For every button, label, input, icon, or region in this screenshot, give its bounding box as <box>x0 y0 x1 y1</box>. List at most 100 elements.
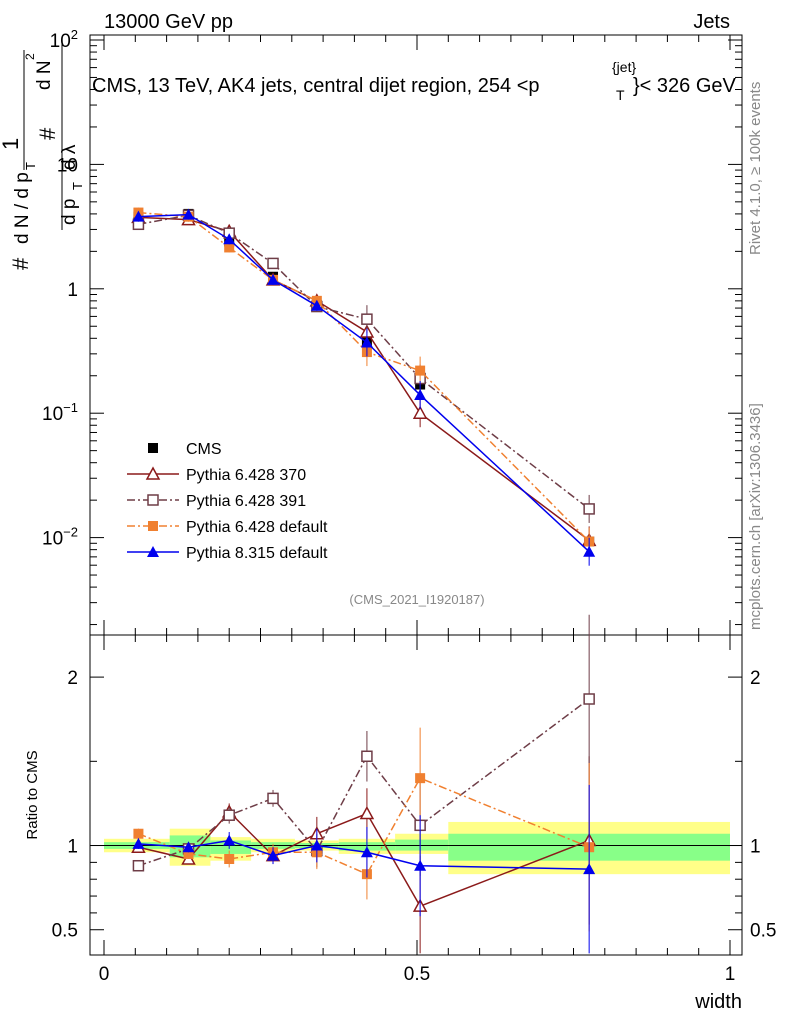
ratio-point-2-0 <box>133 828 144 839</box>
main-line-2 <box>138 214 590 510</box>
x-tick-label-0: 0 <box>99 964 110 985</box>
main-y-tick-label-1: 10−1 <box>42 400 78 425</box>
x-tick-label-2: 1 <box>725 964 736 985</box>
main-point-4-3 <box>267 273 280 285</box>
main-point-2-3 <box>267 257 279 270</box>
ratio-y-ticks: 0.5 0.5 1 1 2 2 <box>52 668 777 942</box>
ratio-point-3-3 <box>267 849 280 861</box>
main-point-4-4 <box>310 299 323 311</box>
x-ticks: 0 0.5 1 <box>99 35 736 985</box>
legend-marker-0 <box>148 443 158 453</box>
ratio-line-3 <box>138 839 590 870</box>
legend-item-0: CMS <box>148 441 222 458</box>
legend-item-2: Pythia 6.428 391 <box>127 493 306 510</box>
legend: CMS Pythia 6.428 370 Pythia 6.428 391 Pythi… <box>127 441 328 562</box>
main-point-4-2 <box>223 233 236 245</box>
plot-title: CMS, 13 TeV, AK4 jets, central dijet reg… <box>92 59 737 103</box>
ratio-y-axis-label: Ratio to CMS <box>24 750 41 839</box>
main-line-3 <box>138 211 590 543</box>
main-series-4 <box>132 208 596 566</box>
main-point-1-6 <box>412 405 428 419</box>
ratio-line-1 <box>138 698 590 867</box>
ratio-point-3-5 <box>360 846 373 858</box>
ratio-point-1-7 <box>583 693 595 705</box>
main-y-axis-label: # d N / d p T 1 d p T d λ # d N 2 <box>0 40 85 270</box>
legend-marker-2 <box>147 494 159 506</box>
legend-item-4: Pythia 8.315 default <box>127 545 328 562</box>
x-tick-label-1: 0.5 <box>404 964 430 985</box>
main-point-2-7 <box>583 503 595 515</box>
main-series <box>131 207 597 566</box>
svg-text:#: # <box>8 257 33 270</box>
ratio-series <box>131 614 597 954</box>
ratio-y-tick-label-2: 2 <box>67 668 78 689</box>
ratio-y-tick-label-r-2: 2 <box>750 668 761 689</box>
ratio-point-2-6 <box>415 773 426 784</box>
main-point-4-5 <box>360 336 373 348</box>
ratio-point-3-7 <box>583 863 596 875</box>
main-y-ticks: 10−2 10−1 1 10 102 <box>42 27 742 626</box>
ratio-y-tick-label-r-1: 1 <box>750 837 761 858</box>
svg-text:T: T <box>70 182 85 190</box>
mcplots-label: mcplots.cern.ch [arXiv:1306.3436] <box>747 403 764 630</box>
legend-label-3: Pythia 6.428 default <box>186 519 328 536</box>
rivet-label: Rivet 4.1.0, ≥ 100k events <box>747 82 764 255</box>
ratio-y-tick-label-1: 1 <box>67 837 78 858</box>
ratio-line-2 <box>138 777 590 876</box>
ratio-point-3-6 <box>414 859 427 871</box>
analysis-watermark: (CMS_2021_I1920187) <box>349 592 484 607</box>
legend-marker-4 <box>147 546 159 557</box>
svg-text:2: 2 <box>23 53 37 60</box>
ratio-point-3-1 <box>182 841 195 853</box>
main-y-tick-label-2: 1 <box>67 280 78 301</box>
legend-label-0: CMS <box>186 441 222 458</box>
ratio-point-1-0 <box>132 859 145 872</box>
ratio-point-3-4 <box>310 839 323 851</box>
svg-text:d N: d N <box>34 60 55 90</box>
main-point-4-1 <box>182 208 195 220</box>
ratio-point-2-1 <box>183 848 194 859</box>
ratio-point-1-2 <box>223 809 235 821</box>
plot-title-end: }< 326 GeV <box>633 75 737 97</box>
main-y-tick-label-4: 102 <box>50 27 78 52</box>
svg-text:d p: d p <box>59 199 80 225</box>
legend-marker-3 <box>148 521 158 531</box>
legend-marker-1 <box>145 466 161 480</box>
process-label: Jets <box>693 11 730 33</box>
ratio-line-0 <box>138 810 590 908</box>
main-line-4 <box>138 213 590 553</box>
ratio-point-2-2 <box>224 854 235 864</box>
ratio-y-tick-label-0: 0.5 <box>52 921 78 942</box>
x-axis-label: width <box>694 991 742 1013</box>
main-point-3-6 <box>415 365 426 376</box>
ratio-point-1-3 <box>267 792 279 805</box>
legend-label-4: Pythia 8.315 default <box>186 545 328 562</box>
main-y-tick-label-3: 10 <box>57 155 78 176</box>
ratio-plot-frame <box>89 634 743 956</box>
main-line-1 <box>138 216 590 541</box>
main-point-3-2 <box>224 242 235 253</box>
plot-title-sub: T <box>616 87 625 103</box>
svg-text:#: # <box>35 127 60 140</box>
ratio-point-1-5 <box>361 750 373 763</box>
svg-text:d N / d p: d N / d p <box>12 172 33 244</box>
svg-text:1: 1 <box>0 138 23 150</box>
ratio-series-3 <box>132 784 596 954</box>
main-point-2-5 <box>361 313 373 325</box>
energy-label: 13000 GeV pp <box>104 11 233 33</box>
plot-title-sup: {jet} <box>612 59 636 75</box>
svg-text:d λ: d λ <box>59 144 80 170</box>
ratio-point-3-2 <box>223 834 236 846</box>
legend-label-1: Pythia 6.428 370 <box>186 467 306 484</box>
main-point-4-7 <box>583 545 596 557</box>
main-point-4-6 <box>414 389 427 401</box>
main-y-tick-label-0: 10−2 <box>42 525 78 550</box>
svg-text:T: T <box>23 162 38 170</box>
legend-label-2: Pythia 6.428 391 <box>186 493 306 510</box>
legend-item-1: Pythia 6.428 370 <box>127 466 306 484</box>
legend-item-3: Pythia 6.428 default <box>127 519 328 536</box>
ratio-y-tick-label-r-0: 0.5 <box>750 921 776 942</box>
plot-title-main: CMS, 13 TeV, AK4 jets, central dijet reg… <box>92 75 540 97</box>
ratio-point-3-0 <box>132 837 145 849</box>
